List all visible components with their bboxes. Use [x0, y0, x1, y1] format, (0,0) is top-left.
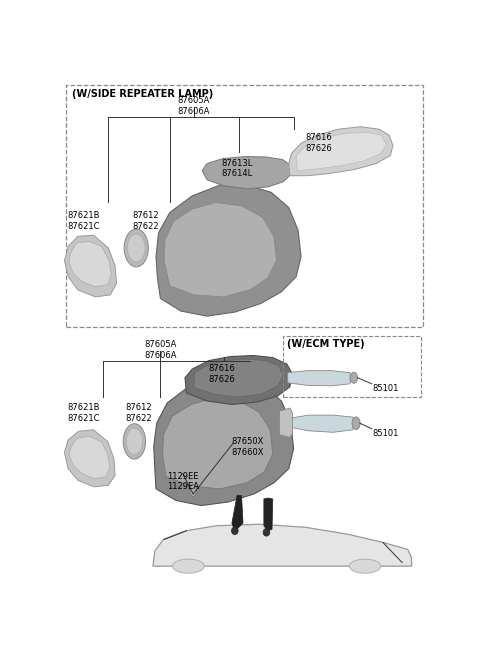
Text: 87613L
87614L: 87613L 87614L	[222, 159, 253, 178]
Polygon shape	[194, 359, 283, 397]
Ellipse shape	[231, 527, 238, 535]
Ellipse shape	[124, 229, 148, 267]
Ellipse shape	[263, 529, 270, 536]
Text: 1129EE
1129EA: 1129EE 1129EA	[167, 472, 199, 491]
Text: (W/SIDE REPEATER LAMP): (W/SIDE REPEATER LAMP)	[72, 89, 214, 99]
Ellipse shape	[127, 234, 145, 262]
Text: 87621B
87621C: 87621B 87621C	[67, 211, 100, 231]
Polygon shape	[232, 495, 243, 529]
Polygon shape	[288, 371, 350, 386]
Polygon shape	[289, 127, 393, 176]
Text: 85101: 85101	[372, 429, 399, 438]
Text: 87616
87626: 87616 87626	[305, 133, 332, 153]
Polygon shape	[69, 436, 110, 479]
Polygon shape	[279, 408, 292, 438]
Polygon shape	[202, 157, 290, 189]
Polygon shape	[163, 398, 273, 489]
Ellipse shape	[123, 424, 145, 459]
Ellipse shape	[349, 559, 381, 573]
Polygon shape	[154, 378, 294, 506]
Polygon shape	[264, 498, 273, 531]
Polygon shape	[69, 241, 111, 287]
Ellipse shape	[352, 417, 360, 430]
Polygon shape	[153, 524, 411, 566]
Text: 87605A
87606A: 87605A 87606A	[144, 340, 177, 360]
Text: 87621B
87621C: 87621B 87621C	[67, 403, 100, 422]
Text: 87612
87622: 87612 87622	[132, 211, 159, 231]
Polygon shape	[290, 415, 353, 432]
Polygon shape	[64, 430, 115, 487]
Polygon shape	[185, 356, 292, 405]
Text: (W/ECM TYPE): (W/ECM TYPE)	[287, 339, 364, 349]
Ellipse shape	[190, 484, 196, 497]
Text: 87612
87622: 87612 87622	[125, 403, 152, 422]
Text: 85101: 85101	[372, 384, 399, 393]
Ellipse shape	[172, 559, 204, 573]
Polygon shape	[156, 185, 301, 316]
Ellipse shape	[126, 428, 143, 455]
Ellipse shape	[350, 372, 358, 383]
Text: 87605A
87606A: 87605A 87606A	[178, 96, 210, 115]
Text: 87650X
87660X: 87650X 87660X	[231, 438, 264, 457]
Polygon shape	[296, 133, 386, 171]
Text: 87616
87626: 87616 87626	[209, 364, 236, 384]
Polygon shape	[64, 236, 117, 297]
Polygon shape	[164, 203, 276, 297]
